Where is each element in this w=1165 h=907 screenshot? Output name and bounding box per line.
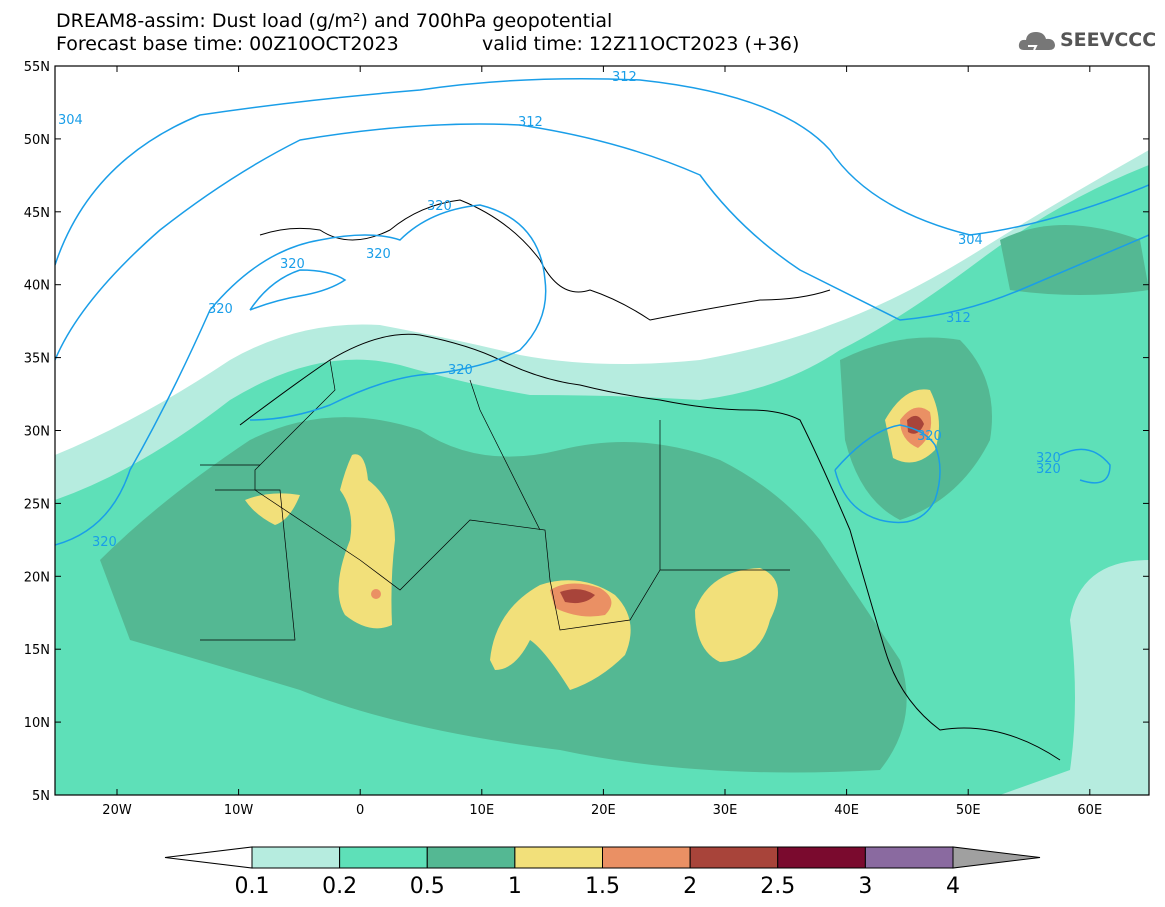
colorbar-box (689, 846, 779, 869)
contour-label: 320 (448, 363, 473, 378)
colorbar-arrow-left (164, 846, 253, 869)
y-tick-label: 50N (24, 133, 50, 148)
contour-label: 312 (612, 70, 637, 85)
colorbar-box (777, 846, 866, 869)
dust-level-1-d (695, 568, 778, 662)
colorbar-label: 4 (946, 874, 960, 899)
x-tick-label: 20E (591, 803, 616, 818)
contour-label: 304 (58, 113, 83, 128)
colorbar-box (514, 846, 603, 869)
y-tick-label: 30N (24, 425, 50, 440)
contour-label: 312 (518, 115, 543, 130)
colorbar-label: 1 (508, 874, 522, 899)
colorbar-box (426, 846, 516, 869)
contour-label: 320 (427, 199, 452, 214)
colorbar-label: 0.2 (322, 874, 357, 899)
dust-level-1-a (338, 454, 395, 629)
x-tick-label: 0 (356, 803, 364, 818)
map-title: DREAM8-assim: Dust load (g/m²) and 700hP… (56, 10, 613, 32)
contour-label: 320 (92, 535, 117, 550)
dust-level-0.5 (100, 417, 907, 773)
x-tick-label: 40E (834, 803, 859, 818)
colorbar-label: 3 (858, 874, 872, 899)
contour-label: 320 (1036, 462, 1061, 477)
contour-label: 320 (917, 429, 942, 444)
dust-level-2 (560, 589, 595, 604)
contour-label: 312 (946, 311, 971, 326)
colorbar-arrow-right (952, 846, 1041, 869)
logo-text: SEEVCCC (1060, 29, 1157, 51)
colorbar-label: 2.5 (760, 874, 795, 899)
contour-label: 320 (280, 257, 305, 272)
contour-labels: 304 312 312 320 320 320 320 320 320 304 … (58, 70, 1061, 550)
cloud-icon (1018, 32, 1055, 51)
y-tick-label: 20N (24, 570, 50, 585)
dust-level-2-b (907, 415, 924, 434)
colorbar-box (602, 846, 691, 869)
forecast-base-time: Forecast base time: 00Z10OCT2023 (56, 33, 399, 55)
x-tick-label: 60E (1077, 803, 1102, 818)
contour-label: 320 (208, 302, 233, 317)
country-borders (200, 359, 790, 641)
y-tick-label: 55N (24, 60, 50, 75)
colorbar-box (864, 846, 954, 869)
y-tick-label: 40N (24, 279, 50, 294)
dust-level-1-b (245, 493, 300, 525)
geopotential-contours (55, 78, 1149, 546)
y-tick-label: 5N (32, 789, 50, 804)
seevccc-logo: SEEVCCC (1016, 26, 1156, 56)
x-axis: 20W 10W 0 10E 20E 30E 40E 50E 60E (102, 66, 1102, 818)
x-tick-label: 10E (469, 803, 494, 818)
colorbar-label: 1.5 (585, 874, 620, 899)
dust-level-0.5-caspian (1000, 225, 1149, 295)
y-tick-label: 10N (24, 716, 50, 731)
colorbar-label: 0.5 (410, 874, 445, 899)
coastline-europe (259, 199, 831, 321)
x-tick-label: 20W (102, 803, 132, 818)
y-axis: 55N 50N 45N 40N 35N 30N 25N 20N 15N 10N 5N (24, 60, 1149, 804)
y-tick-label: 35N (24, 352, 50, 367)
y-tick-label: 15N (24, 643, 50, 658)
y-tick-label: 25N (24, 497, 50, 512)
colorbar-label: 0.1 (235, 874, 270, 899)
colorbar: 0.1 0.2 0.5 1 1.5 2 2.5 3 4 (164, 846, 1041, 899)
x-tick-label: 10W (224, 803, 254, 818)
colorbar-box (339, 846, 428, 869)
contour-label: 320 (366, 247, 391, 262)
colorbar-label: 2 (683, 874, 697, 899)
map-area (55, 66, 1149, 795)
coastline-africa (239, 333, 1061, 761)
valid-time: valid time: 12Z11OCT2023 (+36) (482, 33, 800, 55)
colorbar-box (251, 846, 341, 869)
y-tick-label: 45N (24, 206, 50, 221)
contour-label: 304 (958, 233, 983, 248)
contour-label: 320 (1036, 451, 1061, 466)
x-tick-label: 50E (956, 803, 981, 818)
dust-spot-2 (371, 589, 381, 599)
x-tick-label: 30E (713, 803, 738, 818)
